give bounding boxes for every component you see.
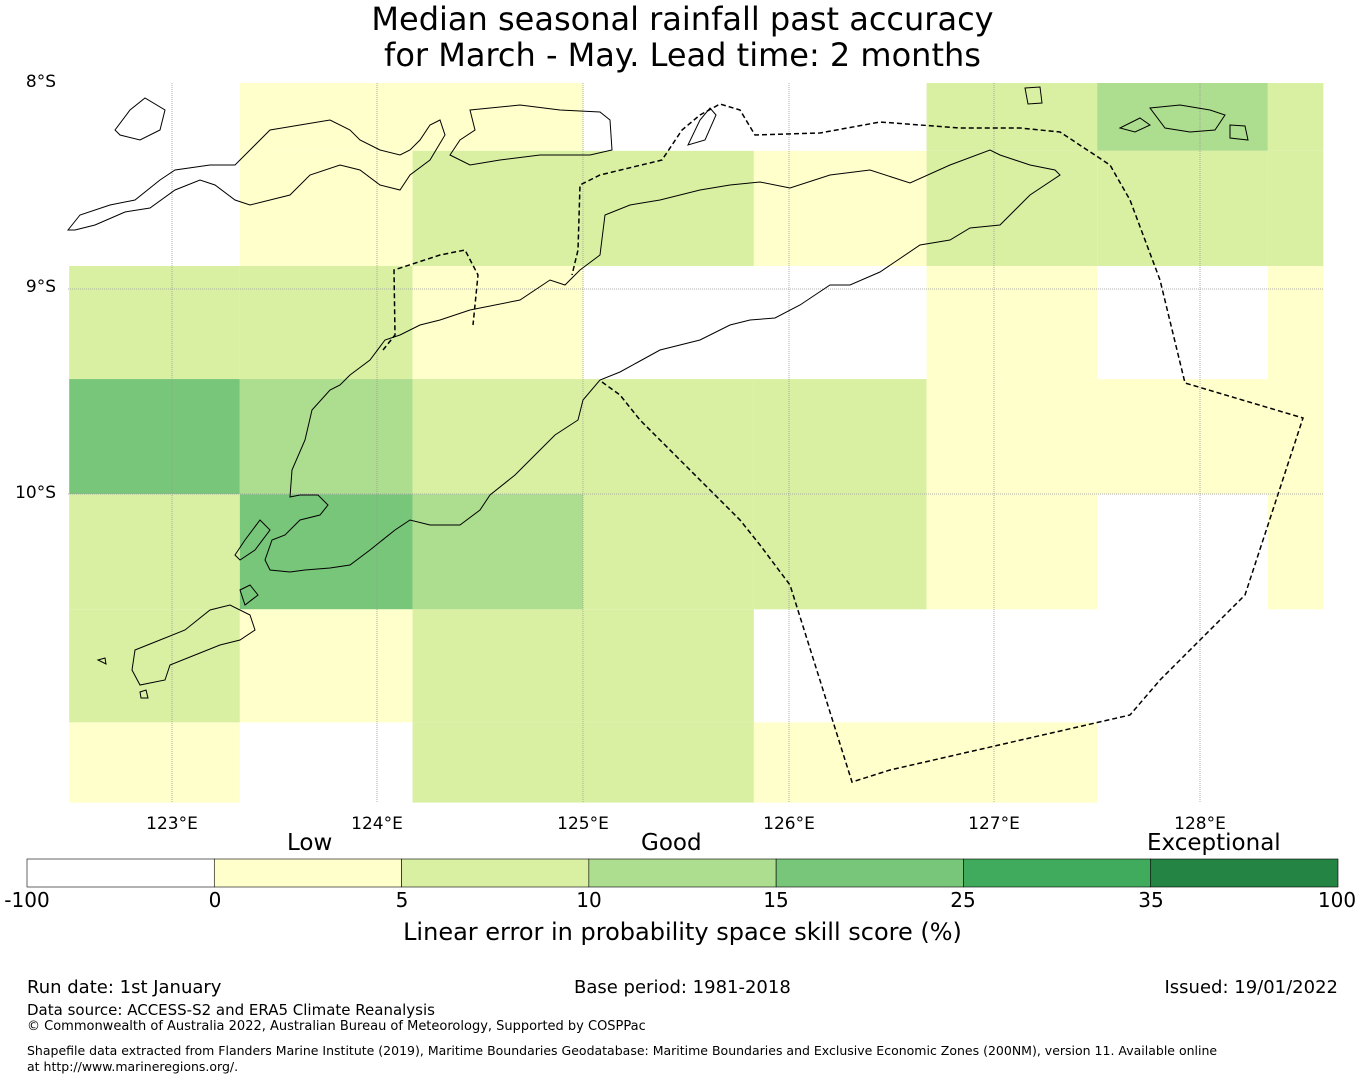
- base-period: Base period: 1981-2018: [574, 977, 791, 998]
- skill-cell: [239, 494, 413, 610]
- skill-cell: [926, 83, 1098, 151]
- colorbar-label: Linear error in probability space skill …: [403, 918, 962, 946]
- colorbar-segment: [963, 858, 1152, 888]
- skill-grid: [69, 83, 1324, 803]
- skill-cell: [583, 609, 754, 723]
- coastline-islet-c: [139, 689, 149, 699]
- copyright: © Commonwealth of Australia 2022, Austra…: [27, 1019, 646, 1034]
- coastline-roti: [239, 584, 259, 606]
- shapefile-credit: Shapefile data extracted from Flanders M…: [27, 1043, 1218, 1074]
- category-low: Low: [287, 830, 333, 856]
- colorbar-segment: [401, 858, 590, 888]
- skill-cell: [1267, 265, 1324, 380]
- skill-cell: [412, 150, 584, 266]
- colorbar-tick-15: 15: [763, 888, 789, 912]
- skill-cell: [1267, 83, 1324, 151]
- skill-cell: [412, 83, 584, 151]
- skill-cell: [753, 150, 927, 266]
- skill-cell: [69, 609, 240, 723]
- skill-cell: [926, 722, 1098, 803]
- skill-cell: [1097, 379, 1268, 495]
- colorbar-tick-35: 35: [1138, 888, 1164, 912]
- skill-cell: [69, 265, 240, 380]
- lon-label-126e: 126°E: [763, 814, 815, 834]
- category-good: Good: [641, 830, 702, 856]
- lat-label-9s: 9°S: [25, 277, 56, 297]
- skill-cell: [239, 379, 413, 495]
- skill-cell: [583, 379, 754, 495]
- map-title-line2: for March - May. Lead time: 2 months: [384, 36, 981, 74]
- lat-label-8s: 8°S: [25, 72, 56, 92]
- skill-cell: [69, 722, 240, 803]
- skill-cell: [1267, 150, 1324, 266]
- eez-boundary-timor-leste: [571, 103, 1304, 783]
- skill-cell: [412, 722, 584, 803]
- coastline-atauro: [1024, 86, 1043, 105]
- lon-label-127e: 127°E: [968, 814, 1020, 834]
- colorbar-tick-25: 25: [950, 888, 976, 912]
- coastline-savu-area: [234, 519, 271, 561]
- skill-cell: [583, 722, 754, 803]
- skill-cell: [926, 494, 1098, 610]
- coastline-wetar: [1149, 104, 1226, 133]
- skill-cell: [69, 379, 240, 495]
- skill-cell: [926, 379, 1098, 495]
- skill-cell: [583, 150, 754, 266]
- coastline-islet-b: [96, 657, 107, 665]
- skill-cell: [239, 609, 413, 723]
- lon-label-128e: 128°E: [1174, 814, 1226, 834]
- map-title-line1: Median seasonal rainfall past accuracy: [371, 0, 994, 38]
- skill-cell: [1097, 150, 1268, 266]
- skill-cell: [69, 494, 240, 610]
- skill-cell: [1267, 494, 1324, 610]
- skill-cell: [412, 265, 584, 380]
- colorbar-segment: [213, 858, 402, 888]
- eez-boundary: [382, 103, 1304, 783]
- colorbar-segment: [1150, 858, 1339, 888]
- lon-label-124e: 124°E: [351, 814, 403, 834]
- skill-cell: [753, 494, 927, 610]
- skill-cell: [753, 722, 927, 803]
- graticule: [68, 83, 1324, 803]
- colorbar-segment: [26, 858, 215, 888]
- colorbar-segment: [588, 858, 777, 888]
- skill-cell: [753, 379, 927, 495]
- coastline-small-isle-2: [1118, 117, 1151, 133]
- coastline-timor: [264, 149, 1061, 573]
- skill-cell: [239, 265, 413, 380]
- skill-cell: [926, 265, 1098, 380]
- lat-label-10s: 10°S: [15, 483, 56, 503]
- colorbar-tick-minus100: -100: [4, 888, 50, 912]
- coastline-flores: [66, 119, 446, 231]
- colorbar-tick-100: 100: [1317, 888, 1357, 912]
- coastline-sumba-east: [131, 604, 256, 686]
- colorbar-tick-10: 10: [576, 888, 602, 912]
- coastline-north-flores: [114, 97, 166, 141]
- coastline-islet-a: [687, 107, 717, 146]
- lon-label-123e: 123°E: [146, 814, 198, 834]
- data-source: Data source: ACCESS-S2 and ERA5 Climate …: [27, 1001, 435, 1019]
- coastline-alor: [449, 104, 613, 166]
- category-exceptional: Exceptional: [1147, 830, 1281, 856]
- skill-cell: [926, 150, 1098, 266]
- skill-cell: [583, 494, 754, 610]
- lon-label-125e: 125°E: [557, 814, 609, 834]
- skill-cell: [412, 494, 584, 610]
- run-date: Run date: 1st January: [27, 977, 222, 998]
- colorbar-tick-5: 5: [395, 888, 409, 912]
- eez-boundary-oecusse: [382, 249, 479, 351]
- coastline-small-isle-1: [1229, 124, 1249, 141]
- coastlines: [66, 86, 1249, 699]
- skill-cell: [412, 379, 584, 495]
- colorbar-segment: [775, 858, 964, 888]
- issued-date: Issued: 19/01/2022: [1164, 977, 1338, 998]
- colorbar-tick-0: 0: [208, 888, 222, 912]
- skill-cell: [1267, 379, 1324, 495]
- skill-cell: [412, 609, 584, 723]
- skill-cell: [239, 83, 413, 151]
